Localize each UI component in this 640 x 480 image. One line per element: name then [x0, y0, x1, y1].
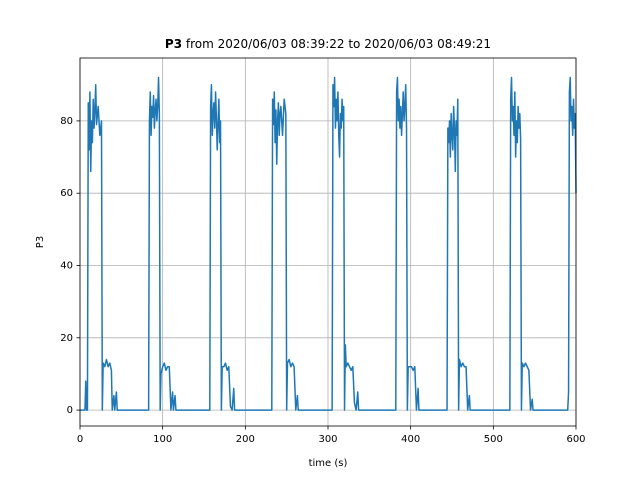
x-axis-label: time (s): [309, 458, 348, 469]
x-tick-label: 0: [77, 434, 83, 445]
x-tick-label: 600: [566, 434, 585, 445]
chart-title: P3 from 2020/06/03 08:39:22 to 2020/06/0…: [165, 37, 491, 51]
title-bold: P3: [165, 37, 182, 51]
title-rest: from 2020/06/03 08:39:22 to 2020/06/03 0…: [186, 37, 491, 51]
y-tick-label: 80: [60, 116, 73, 127]
x-tick-label: 100: [153, 434, 172, 445]
y-tick-label: 20: [60, 333, 73, 344]
x-tick-label: 300: [318, 434, 337, 445]
x-tick-label: 400: [401, 434, 420, 445]
x-tick-label: 200: [236, 434, 255, 445]
y-tick-label: 0: [67, 405, 73, 416]
axes-frame: [79, 57, 577, 427]
x-tick-label: 500: [484, 434, 503, 445]
y-axis-label: P3: [35, 236, 46, 248]
y-tick-label: 40: [60, 260, 73, 271]
y-tick-label: 60: [60, 188, 73, 199]
data-line: [80, 76, 577, 411]
